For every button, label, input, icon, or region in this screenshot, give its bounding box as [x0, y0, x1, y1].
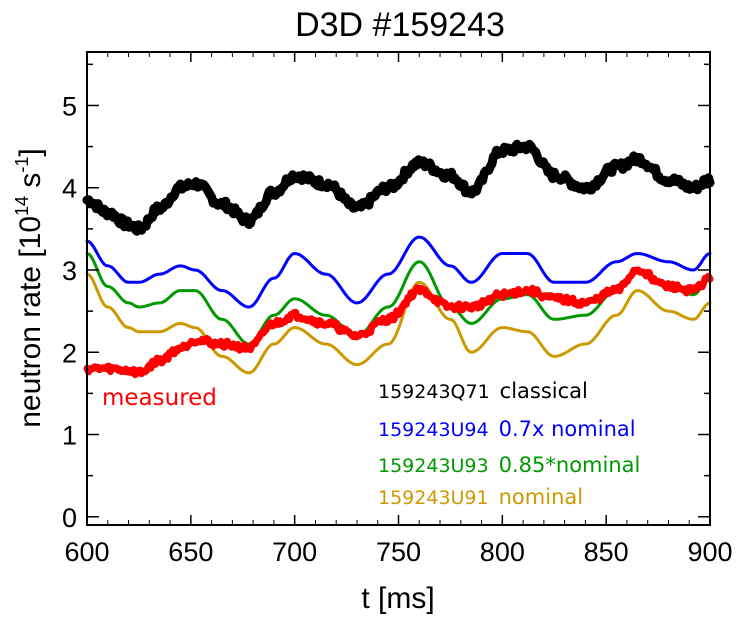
series-line-measured: [83, 266, 714, 379]
y-axis-label-mid: s: [14, 173, 47, 196]
series-line-classical: [82, 139, 715, 236]
y-axis-label-prefix: neutron rate [10: [14, 216, 47, 428]
measured-annotation: measured: [102, 385, 217, 411]
legend-description: classical: [500, 379, 588, 403]
legend-run-id: 159243U94: [378, 419, 489, 441]
x-tick-label-750: 750: [376, 537, 421, 567]
y-axis-label-suffix: ]: [14, 148, 47, 156]
legend-entry-1: 159243Q71 classical: [378, 379, 588, 403]
y-tick-label-2: 2: [62, 338, 77, 368]
x-tick-label-700: 700: [272, 537, 317, 567]
y-axis-label-exp1: 14: [12, 196, 32, 216]
series-line-nominal: [85, 272, 712, 375]
chart-title: D3D #159243: [295, 6, 505, 44]
legend-description: nominal: [499, 485, 583, 509]
legend-run-id: 159243U93: [378, 455, 489, 477]
y-axis-label-exp2: -1: [12, 157, 32, 173]
x-tick-label-800: 800: [480, 537, 525, 567]
legend-entry-4: 159243U91 nominal: [378, 485, 583, 509]
y-tick-label-0: 0: [62, 503, 77, 533]
legend-description: 0.85*nominal: [499, 453, 641, 477]
x-tick-label-850: 850: [584, 537, 629, 567]
x-tick-label-600: 600: [64, 537, 109, 567]
series-line-0-7x-nominal: [85, 235, 712, 309]
axis-layer: 600 650 700 750 800 850 900 0 1 2 3 4 5: [62, 52, 733, 567]
legend-entry-3: 159243U93 0.85*nominal: [378, 453, 640, 477]
legend-description: 0.7x nominal: [499, 417, 636, 441]
x-axis-label: t [ms]: [361, 582, 434, 615]
y-tick-label-5: 5: [62, 91, 77, 121]
y-tick-label-1: 1: [62, 421, 77, 451]
x-tick-label-650: 650: [168, 537, 213, 567]
y-tick-label-3: 3: [62, 256, 77, 286]
legend-run-id: 159243U91: [378, 487, 489, 509]
x-tick-label-900: 900: [687, 537, 732, 567]
legend-entry-2: 159243U94 0.7x nominal: [378, 417, 636, 441]
series-layer: [82, 139, 715, 379]
y-axis-label: neutron rate [1014 s-1]: [12, 148, 47, 428]
legend-run-id: 159243Q71: [378, 381, 490, 403]
y-tick-label-4: 4: [62, 174, 77, 204]
